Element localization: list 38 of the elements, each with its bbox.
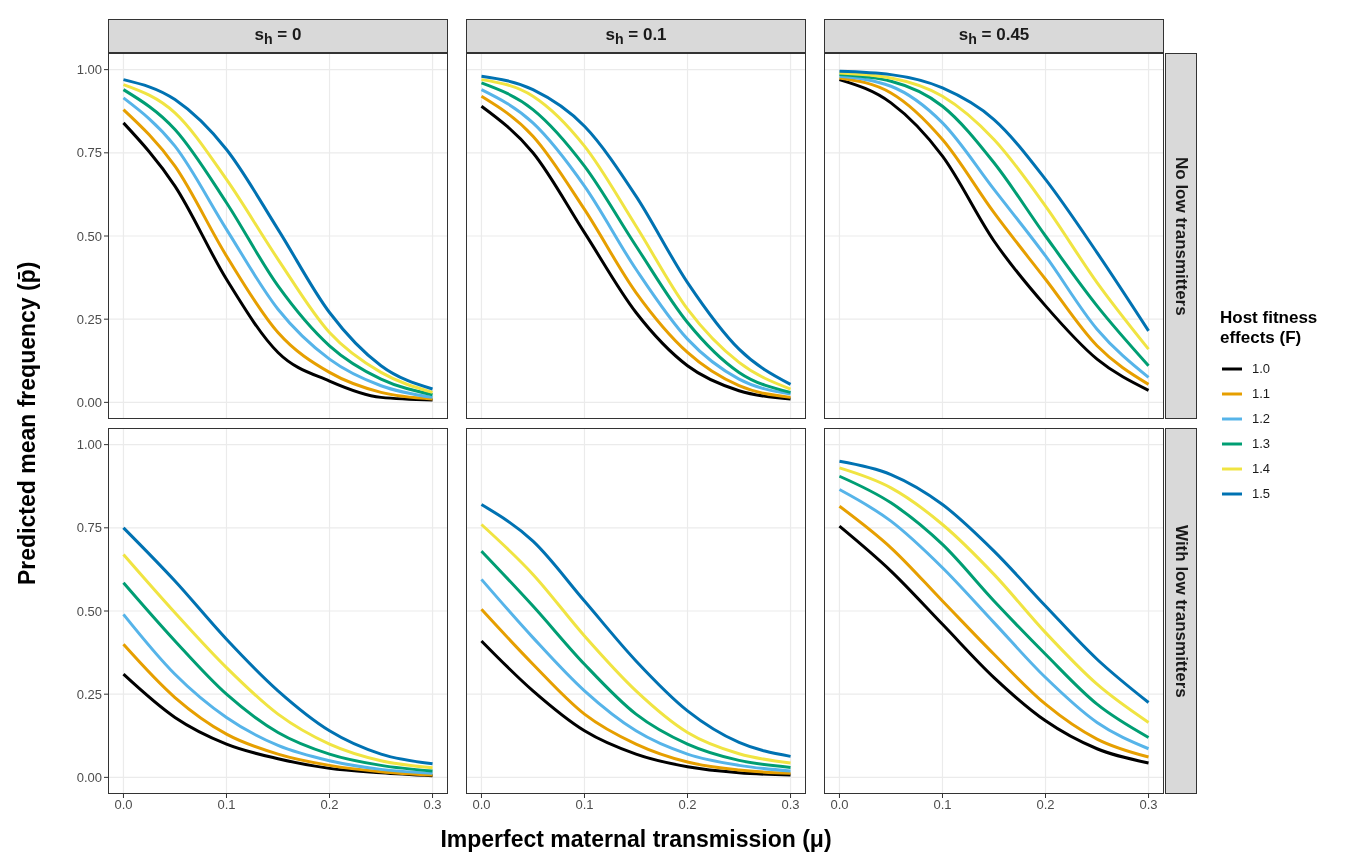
x-tick-label: 0.2	[320, 797, 339, 813]
legend-title: Host fitness effects (F)	[1220, 308, 1319, 348]
y-tick-label: 0.25	[76, 311, 102, 327]
x-tick-label: 0.2	[678, 797, 697, 813]
chart-title: s$_{h}$ = 0	[254, 24, 302, 48]
x-tick-label: 0.3	[423, 797, 442, 813]
y-tick-label: 0.75	[76, 145, 102, 161]
x-tick-label: 0.0	[114, 797, 133, 813]
x-tick-label: 0.1	[217, 797, 236, 813]
y-tick-label: 1.00	[76, 62, 102, 78]
x-tick-label: 0.3	[1139, 797, 1158, 813]
y2-axis-title: No low transmitters	[1165, 53, 1197, 419]
legend-label: 1.5	[1252, 486, 1271, 501]
x-tick-label: 0.2	[1036, 797, 1055, 813]
line-series	[121, 642, 435, 777]
line-series	[121, 612, 435, 775]
legend-label: 1.1	[1252, 386, 1271, 401]
legend-label: 1.0	[1252, 361, 1271, 376]
y-tick-label: 0.75	[76, 520, 102, 536]
x-tick-label: 0.0	[830, 797, 849, 813]
chart-title: s$_{h}$ = 0.45	[958, 24, 1030, 48]
legend-label: 1.2	[1252, 411, 1271, 426]
y-tick-label: 0.00	[76, 769, 102, 785]
legend-label: 1.3	[1252, 436, 1271, 451]
y-axis-title: Predicted mean frequency (p̄)	[12, 260, 41, 588]
y-tick-label: 0.25	[76, 686, 102, 702]
y2-axis-title: With low transmitters	[1165, 428, 1197, 794]
y-tick-label: 0.00	[76, 394, 102, 410]
y-tick-label: 0.50	[76, 603, 102, 619]
chart-title: s$_{h}$ = 0.1	[605, 24, 667, 48]
x-tick-label: 0.1	[933, 797, 952, 813]
y-tick-label: 0.50	[76, 228, 102, 244]
legend-label: 1.4	[1252, 461, 1271, 476]
x-axis-title: Imperfect maternal transmission (μ)	[439, 826, 833, 853]
y-tick-label: 1.00	[76, 437, 102, 453]
x-tick-label: 0.0	[472, 797, 491, 813]
x-tick-label: 0.3	[781, 797, 800, 813]
x-tick-label: 0.1	[575, 797, 594, 813]
